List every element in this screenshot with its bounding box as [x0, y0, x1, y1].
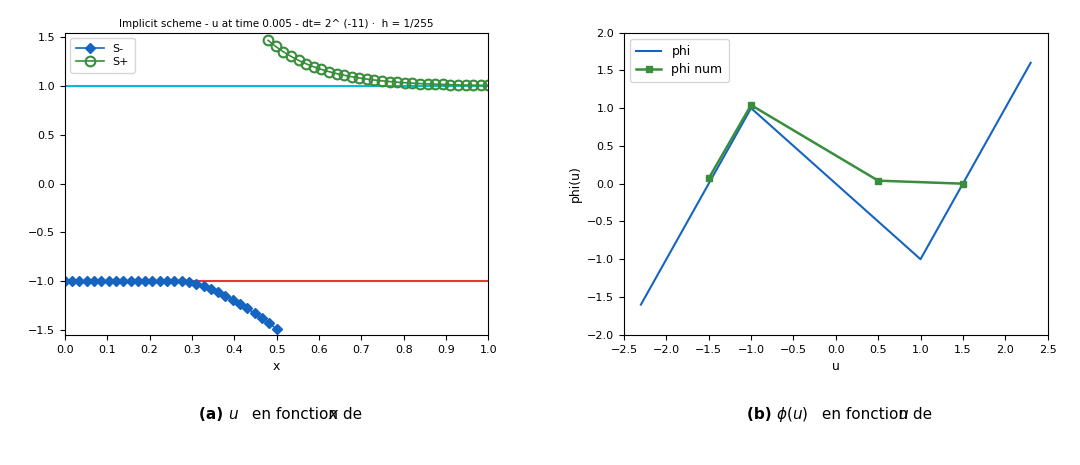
S+	[338, 73, 351, 78]
phi	[914, 257, 927, 262]
S+	[353, 75, 366, 81]
S-	[183, 279, 195, 285]
phi num	[702, 176, 715, 181]
S-	[124, 279, 137, 284]
Legend: phi, phi num: phi, phi num	[631, 39, 729, 82]
S-	[103, 279, 116, 284]
phi num	[957, 181, 970, 186]
S-	[175, 279, 188, 284]
Text: en fonction de: en fonction de	[818, 406, 937, 421]
Y-axis label: phi(u): phi(u)	[568, 165, 581, 202]
Text: (b): (b)	[746, 406, 777, 421]
S-	[146, 279, 159, 284]
S+	[323, 69, 336, 74]
S+	[330, 71, 343, 76]
S-	[227, 297, 240, 302]
S-	[270, 326, 283, 332]
Text: en fonction de: en fonction de	[247, 406, 367, 421]
S+	[459, 82, 472, 88]
S-	[212, 289, 225, 295]
S+	[284, 53, 297, 59]
Line: phi num: phi num	[706, 102, 966, 186]
S+	[315, 66, 328, 72]
S-	[153, 279, 166, 284]
S+	[467, 82, 480, 88]
Line: phi: phi	[640, 63, 1030, 305]
S-	[262, 321, 275, 326]
S+	[399, 80, 411, 86]
S-	[167, 279, 180, 284]
S-	[138, 279, 151, 284]
S-	[219, 293, 232, 299]
S+	[421, 81, 434, 86]
S+	[414, 81, 427, 86]
S-	[95, 279, 108, 284]
S+	[276, 49, 289, 54]
S-	[248, 310, 261, 316]
Text: (a): (a)	[199, 406, 228, 421]
Text: $\phi(u)$: $\phi(u)$	[777, 405, 809, 424]
S-	[256, 315, 269, 321]
phi	[1024, 60, 1037, 66]
Title: Implicit scheme - u at time 0.005 - dt= 2^ (-11) ·  h = 1/255: Implicit scheme - u at time 0.005 - dt= …	[120, 19, 434, 29]
S+	[429, 81, 442, 87]
S+	[451, 82, 464, 88]
S-	[117, 279, 130, 284]
S+	[346, 74, 359, 80]
S+	[391, 80, 404, 85]
S+	[299, 61, 312, 66]
phi num	[744, 102, 757, 108]
Text: $x$: $x$	[328, 406, 340, 421]
S+	[368, 77, 381, 83]
S-	[190, 281, 203, 286]
S-	[87, 279, 100, 284]
S+	[406, 80, 419, 86]
S-	[73, 279, 86, 284]
phi	[744, 106, 757, 111]
S-	[197, 283, 210, 289]
S+	[269, 44, 282, 49]
S+	[444, 82, 457, 87]
phi	[829, 181, 842, 186]
S-	[109, 279, 122, 284]
Legend: S-, S+: S-, S+	[70, 38, 135, 73]
S-	[66, 279, 79, 284]
S+	[474, 83, 487, 88]
Line: S+: S+	[264, 35, 494, 90]
Text: $u$: $u$	[228, 406, 239, 421]
S-	[161, 279, 174, 284]
S+	[261, 38, 274, 43]
S+	[482, 83, 495, 88]
X-axis label: u: u	[832, 360, 840, 373]
S-	[241, 306, 254, 311]
S+	[376, 78, 389, 84]
S+	[436, 82, 449, 87]
S+	[383, 79, 396, 84]
Text: $u$: $u$	[899, 406, 909, 421]
S-	[80, 279, 93, 284]
Line: S-: S-	[62, 278, 280, 332]
S+	[292, 58, 305, 63]
phi	[634, 302, 647, 307]
S-	[204, 286, 217, 292]
S+	[361, 76, 374, 82]
phi num	[872, 178, 885, 184]
S-	[132, 279, 145, 284]
S+	[307, 64, 320, 70]
S-	[58, 279, 71, 284]
S-	[233, 301, 246, 306]
X-axis label: x: x	[273, 360, 281, 373]
